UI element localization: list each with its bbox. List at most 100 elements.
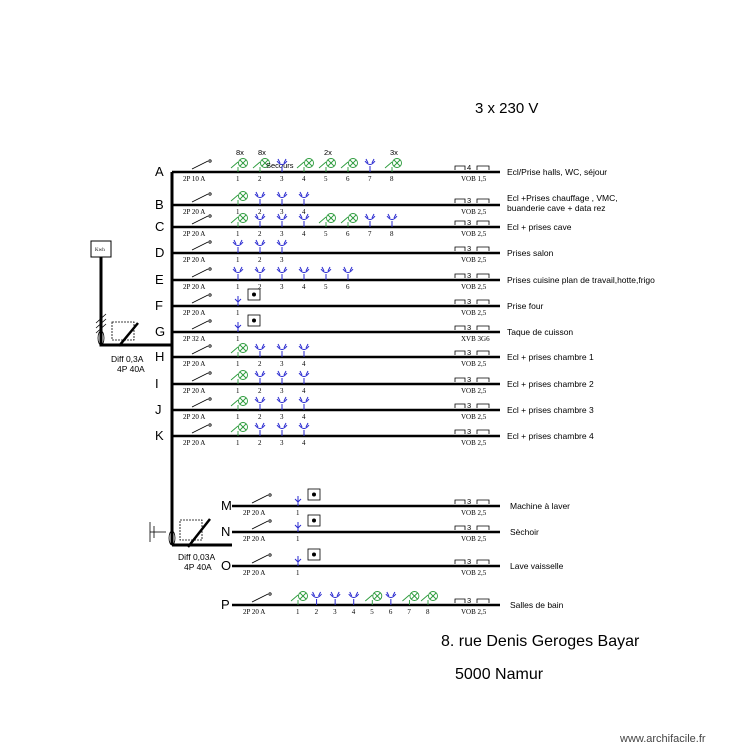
breaker-icon (191, 294, 209, 304)
cable-type: VOB 2,5 (461, 608, 487, 616)
point-number: 7 (407, 608, 411, 616)
circuit-label: P (221, 597, 230, 612)
circuit-description: Sèchoir (510, 527, 539, 537)
socket-icon (298, 372, 310, 377)
breaker-rating: 2P 20 A (183, 439, 205, 447)
switch-icon (296, 161, 305, 169)
point-number: 4 (302, 208, 306, 216)
socket-icon (276, 268, 288, 273)
point-number: 3 (280, 208, 284, 216)
circuit-label: J (155, 402, 162, 417)
breaker-rating: 2P 20 A (243, 509, 265, 517)
socket-icon (276, 345, 288, 350)
point-number: 4 (302, 283, 306, 291)
point-number: 2 (315, 608, 319, 616)
circuit-row-d: D 2P 20 A 1 2 3 3 VOB 2,5 Prises salon (155, 239, 554, 264)
address-street: 8. rue Denis Geroges Bayar (441, 633, 640, 650)
cable-conductor-count: 4 (467, 163, 471, 172)
point-number: 4 (302, 360, 306, 368)
cable-type: VOB 2,5 (461, 360, 487, 368)
circuit-description: buanderie cave + data rez (507, 203, 606, 213)
cable-type: VOB 2,5 (461, 256, 487, 264)
socket-icon (276, 241, 288, 246)
switch-icon (420, 594, 429, 602)
point-number: 3 (280, 175, 284, 183)
socket-icon (276, 193, 288, 198)
point-multiplier: 8x (258, 148, 266, 157)
point-number: 1 (236, 413, 240, 421)
switch-icon (230, 161, 239, 169)
point-number: 5 (370, 608, 374, 616)
socket-icon (276, 398, 288, 403)
voltage-title: 3 x 230 V (475, 100, 538, 117)
consumer-point: 6 (340, 213, 358, 238)
cable-conductor-count: 3 (467, 523, 471, 532)
cable-conductor-count: 3 (467, 497, 471, 506)
lamp-icon (238, 343, 248, 353)
lamp-icon (238, 422, 248, 432)
switch-icon (290, 594, 299, 602)
cable-conductor-count: 3 (467, 323, 471, 332)
breaker-icon (251, 593, 269, 603)
socket-icon (276, 424, 288, 429)
consumer-point: 1 (230, 343, 248, 368)
appliance-box-icon (247, 314, 261, 327)
cable-type: VOB 2,5 (461, 208, 487, 216)
circuit-label: K (155, 428, 164, 443)
lamp-icon (238, 158, 248, 168)
consumer-point: 4 (298, 213, 310, 238)
consumer-point: 5 (318, 213, 336, 238)
lamp-icon (372, 591, 383, 601)
circuit-row-e: E 2P 20 A 1 2 3 4 5 6 3 VOB 2,5 Prises cuisine pla… (155, 266, 655, 291)
cable-section-icon (454, 299, 466, 304)
lamp-icon (428, 591, 438, 601)
appliance-box-icon (307, 488, 321, 501)
consumer-point: 1 (230, 396, 248, 421)
breaker-rating: 2P 32 A (183, 335, 205, 343)
circuit-label: A (155, 164, 164, 179)
point-number: 1 (296, 509, 300, 517)
consumer-point: 5 (364, 591, 383, 616)
switch-icon (230, 373, 239, 381)
lamp-icon (392, 158, 402, 168)
point-number: 1 (236, 335, 240, 343)
cable-type: VOB 2,5 (461, 439, 487, 447)
socket-icon (385, 593, 397, 598)
switch-icon (318, 216, 327, 224)
socket-icon (276, 160, 288, 165)
lamp-icon (326, 158, 336, 168)
cable-section-icon (454, 273, 466, 278)
consumer-point: 1 (294, 548, 321, 577)
breaker-icon (191, 215, 209, 225)
switch-icon (230, 425, 239, 433)
appliance-box-icon (247, 288, 261, 301)
point-number: 3 (280, 230, 284, 238)
consumer-point: 4 (298, 266, 310, 291)
circuit-label: M (221, 498, 232, 513)
point-number: 1 (236, 360, 240, 368)
cable-conductor-count: 3 (467, 297, 471, 306)
point-number: 6 (346, 175, 350, 183)
lower-differential-rating: Diff 0,03A (178, 552, 216, 562)
breaker-rating: 2P 20 A (243, 535, 265, 543)
cable-section-icon (454, 246, 466, 251)
circuit-description: Taque de cuisson (507, 327, 573, 337)
circuit-description: Machine à laver (510, 501, 570, 511)
point-number: 2 (258, 256, 262, 264)
circuit-label: C (155, 219, 164, 234)
breaker-rating: 2P 20 A (183, 360, 205, 368)
consumer-point: 5 2x (318, 148, 336, 183)
point-number: 8 (390, 175, 394, 183)
cable-section-icon (454, 559, 466, 564)
lamp-icon (298, 591, 308, 601)
switch-icon (252, 161, 261, 169)
cable-conductor-count: 3 (467, 427, 471, 436)
point-number: 3 (280, 256, 284, 264)
cable-section-icon (454, 198, 466, 203)
cable-section-icon (454, 429, 466, 434)
cable-section-icon (454, 499, 466, 504)
cable-type: VOB 2,5 (461, 283, 487, 291)
circuit-description: Prises cuisine plan de travail,hotte,fri… (507, 275, 655, 285)
point-number: 6 (346, 230, 350, 238)
